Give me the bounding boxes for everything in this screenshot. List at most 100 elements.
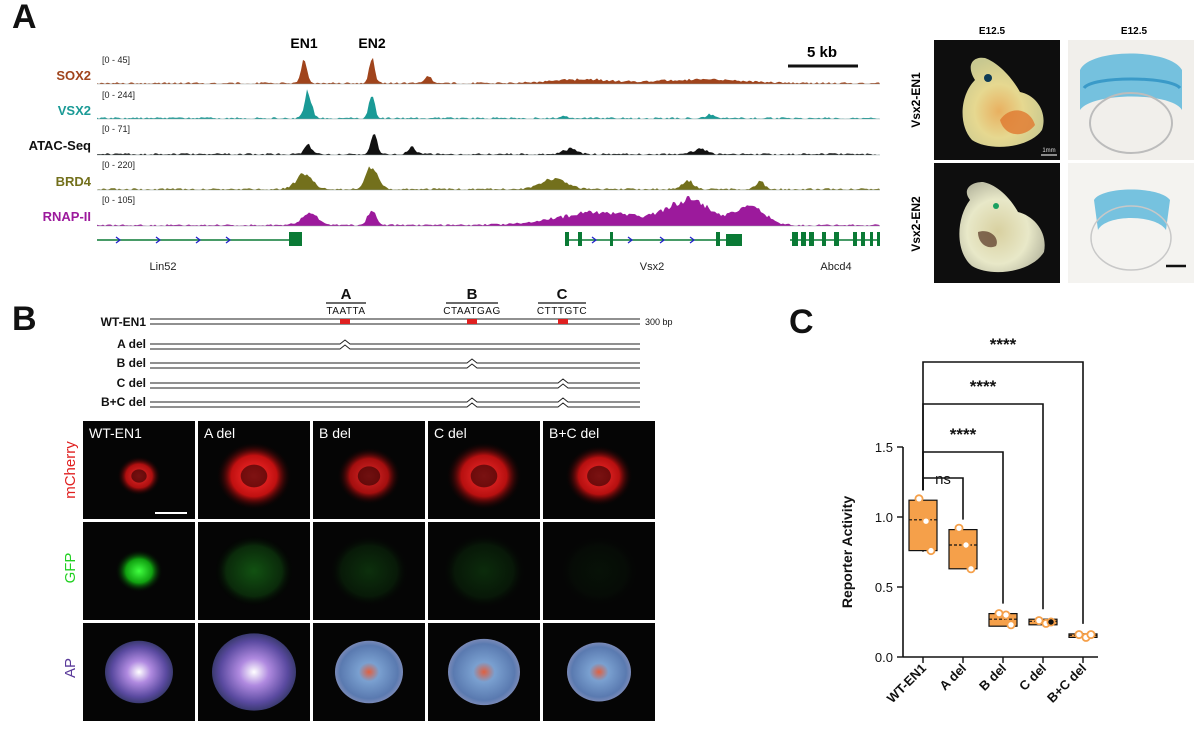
track-range-vsx2: [0 - 244] xyxy=(102,90,135,100)
lacz-stain xyxy=(1094,189,1170,230)
data-point xyxy=(961,540,971,550)
stage-label-left: E12.5 xyxy=(979,26,1006,37)
site-letter-b: B xyxy=(467,286,478,303)
chart-y-axis-title: Reporter Activity xyxy=(839,496,855,609)
panel-a-letter: A xyxy=(12,0,37,36)
panel-c-letter: C xyxy=(789,303,814,341)
construct-label-bcdel: B+C del xyxy=(101,395,146,409)
data-point xyxy=(1086,630,1096,640)
gene-label-lin52: Lin52 xyxy=(150,261,177,273)
signal-track-3 xyxy=(97,166,880,190)
embryo-eye-stain xyxy=(984,74,992,82)
site-letter-a: A xyxy=(341,286,352,303)
data-point xyxy=(966,564,976,574)
data-point xyxy=(1001,610,1011,620)
eye-section-en1 xyxy=(1068,40,1194,160)
gfp-signal xyxy=(442,533,526,609)
construct-label-bdel: B del xyxy=(117,356,146,370)
image-column-label: A del xyxy=(204,425,235,441)
gene-label-abcd4: Abcd4 xyxy=(820,261,851,273)
x-tick-label: C del xyxy=(1016,661,1049,694)
image-column-label: B del xyxy=(319,425,351,441)
gfp-signal xyxy=(115,549,163,593)
x-tick-label: B del xyxy=(976,661,1009,694)
track-label-atac: ATAC-Seq xyxy=(29,138,91,153)
eye-section-en2 xyxy=(1068,163,1194,283)
significance-label: ns xyxy=(935,471,951,488)
signal-track-2 xyxy=(97,134,880,155)
construct-label-wt: WT-EN1 xyxy=(101,315,147,329)
embryo-body xyxy=(959,182,1045,273)
site-a-mark xyxy=(340,319,350,324)
construct-label-adel: A del xyxy=(117,337,146,351)
row-label-mcherry: mCherry xyxy=(62,441,79,499)
microscopy-image-grid: WT-EN1 A del B del C del B+C del xyxy=(83,421,655,721)
site-seq-b: CTAATGAG xyxy=(443,306,501,317)
abcd4-exon xyxy=(792,232,798,246)
site-c-mark xyxy=(558,319,568,324)
enhancer-label-en1: EN1 xyxy=(290,35,317,51)
significance-bracket xyxy=(922,361,1084,624)
row-label-en1: Vsx2-EN1 xyxy=(909,72,923,128)
reporter-activity-chart: Reporter Activity 0.0 0.5 1.0 1.5 WT-EN1 A de… xyxy=(839,335,1098,706)
signal-track-0 xyxy=(97,57,880,84)
site-b-mark xyxy=(467,319,477,324)
vsx2-strand-arrows xyxy=(591,236,696,244)
lacz-stain xyxy=(1080,53,1182,110)
lin52-strand-arrows xyxy=(115,236,232,244)
ap-signal xyxy=(212,633,296,711)
construct-label-cdel: C del xyxy=(117,376,146,390)
image-column-label: C del xyxy=(434,425,467,441)
embryo-scale-label: 1mm xyxy=(1042,148,1055,154)
ap-signal xyxy=(448,638,520,706)
panel-b-letter: B xyxy=(12,300,37,338)
track-range-atac: [0 - 71] xyxy=(102,124,130,134)
significance-label: **** xyxy=(990,335,1017,354)
significance-label: **** xyxy=(970,377,997,396)
construct-diagram: WT-EN1 300 bp A del B del C del B+C del xyxy=(101,315,673,409)
track-range-rnap: [0 - 105] xyxy=(102,195,135,205)
signal-track-4 xyxy=(97,196,880,226)
vsx2-exon xyxy=(726,234,742,246)
significance-label: **** xyxy=(950,425,977,444)
row-label-gfp: GFP xyxy=(62,553,79,584)
enhancer-label-en2: EN2 xyxy=(358,35,385,51)
data-point xyxy=(921,516,931,526)
ap-signal xyxy=(335,640,403,704)
y-tick-label: 0.0 xyxy=(875,650,893,665)
x-tick-label: B+C del xyxy=(1044,661,1089,706)
signal-track-1 xyxy=(97,89,880,119)
lin52-exon xyxy=(289,232,302,246)
x-tick-label: A del xyxy=(936,661,969,694)
stage-label-right: E12.5 xyxy=(1121,26,1148,37)
y-tick-label: 1.5 xyxy=(875,440,893,455)
track-label-brd4: BRD4 xyxy=(56,174,92,189)
scale-bar-label: 5 kb xyxy=(807,44,837,61)
signal-tracks xyxy=(97,57,880,227)
gene-label-vsx2: Vsx2 xyxy=(640,261,664,273)
site-seq-a: TAATTA xyxy=(326,306,365,317)
site-seq-c: CTTTGTC xyxy=(537,306,587,317)
image-column-label: B+C del xyxy=(549,425,599,441)
data-point xyxy=(1006,620,1016,630)
site-letter-c: C xyxy=(557,286,568,303)
track-label-vsx2: VSX2 xyxy=(58,103,91,118)
embryo-image-en2 xyxy=(934,163,1060,283)
track-range-sox2: [0 - 45] xyxy=(102,55,130,65)
box-0 xyxy=(908,499,938,552)
gfp-signal xyxy=(559,535,639,607)
row-label-en2: Vsx2-EN2 xyxy=(909,196,923,252)
data-point xyxy=(994,609,1004,619)
y-tick-label: 1.0 xyxy=(875,510,893,525)
ap-signal xyxy=(105,640,173,704)
row-label-ap: AP xyxy=(62,658,79,678)
data-point xyxy=(926,546,936,556)
embryo-eye-stain xyxy=(993,203,999,209)
box-1 xyxy=(948,528,978,570)
ap-signal xyxy=(567,642,631,702)
image-column-label: WT-EN1 xyxy=(89,425,142,441)
x-tick-label: WT-EN1 xyxy=(884,661,929,706)
data-point xyxy=(1046,617,1056,627)
data-point xyxy=(954,523,964,533)
